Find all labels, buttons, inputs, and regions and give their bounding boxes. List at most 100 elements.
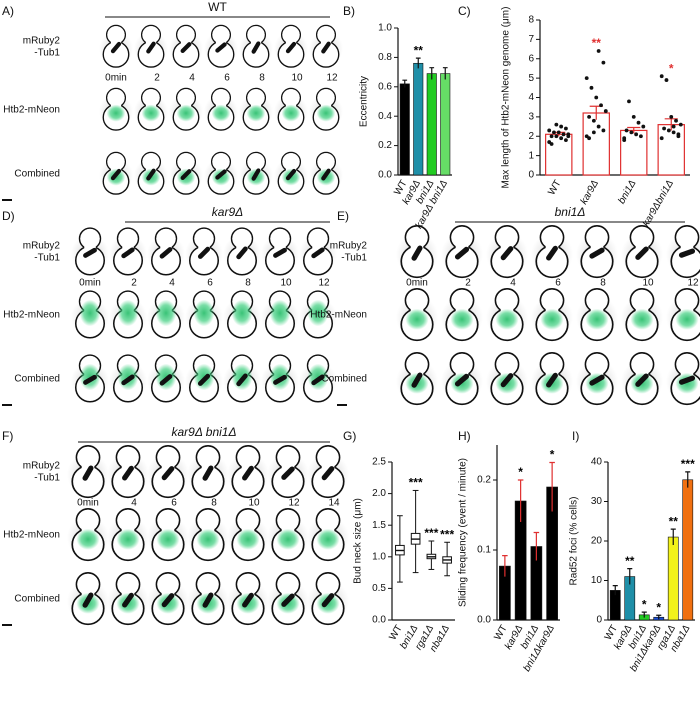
bud-fill — [317, 446, 339, 469]
nucleus — [246, 104, 266, 122]
x-tick-label: kar9Δbni1Δ — [641, 178, 677, 229]
cell — [621, 288, 663, 342]
y-tick-label: 0 — [528, 170, 534, 181]
data-point — [561, 132, 566, 137]
significance: * — [550, 448, 555, 462]
cell — [441, 225, 483, 279]
data-point — [584, 76, 589, 81]
nucleus — [675, 308, 699, 330]
cell — [309, 87, 343, 131]
bud-fill — [107, 153, 125, 171]
cell — [185, 227, 223, 276]
panel-label: E) — [337, 209, 349, 223]
data-point — [564, 138, 568, 143]
data-point — [596, 124, 601, 129]
cell — [99, 151, 133, 195]
row-label: Htb2-mNeon — [3, 105, 60, 116]
data-point — [559, 136, 564, 141]
bud-fill — [586, 289, 608, 312]
y-tick-label: 30 — [591, 496, 603, 507]
cell — [486, 352, 528, 406]
y-tick-label: 0.5 — [372, 583, 386, 594]
cell — [134, 151, 168, 195]
data-point — [629, 130, 634, 135]
row-label: mRuby2 — [330, 241, 368, 252]
spindle — [242, 592, 254, 608]
nucleus — [269, 363, 291, 391]
bud-fill — [308, 228, 328, 249]
cell — [274, 24, 308, 68]
error-bar — [656, 614, 662, 620]
bud-fill — [282, 26, 300, 44]
time-label: 10 — [291, 73, 303, 84]
data-point — [549, 134, 554, 139]
nucleus — [196, 528, 220, 550]
y-tick-label: 6 — [528, 53, 534, 64]
cell — [187, 508, 229, 562]
significance: ** — [625, 554, 635, 568]
error-bar — [641, 611, 647, 618]
time-label: 2 — [154, 73, 160, 84]
spindle — [159, 247, 173, 259]
error-bar — [664, 118, 678, 131]
bud-fill — [586, 353, 608, 376]
bud-fill — [142, 26, 160, 44]
data-point — [627, 99, 631, 104]
y-tick-label: 1 — [528, 150, 534, 161]
data-point — [659, 74, 664, 79]
row-label: Combined — [14, 594, 60, 605]
cell — [441, 288, 483, 342]
spindle — [83, 247, 97, 258]
bud-fill — [197, 446, 219, 469]
cell — [309, 24, 343, 68]
cell — [309, 151, 343, 195]
cell — [261, 227, 299, 276]
data-point — [559, 124, 564, 129]
error-bar — [670, 528, 676, 545]
bud-fill — [451, 353, 473, 376]
y-axis-title: Eccentricity — [359, 76, 370, 127]
bud-fill — [676, 353, 698, 376]
neck-fill — [590, 244, 604, 254]
spindle — [678, 248, 696, 258]
spindle — [197, 373, 211, 386]
nucleus — [156, 528, 180, 550]
error-bar — [517, 479, 524, 522]
y-tick-label: 1.0 — [372, 551, 386, 562]
cell — [307, 445, 349, 499]
spindle — [197, 246, 211, 259]
y-axis-title: Bud neck size (μm) — [353, 498, 364, 584]
bud-fill — [247, 89, 265, 107]
neck-fill — [321, 464, 335, 474]
significance: ** — [414, 43, 424, 57]
nucleus — [675, 372, 699, 394]
cell — [576, 288, 618, 342]
y-tick-label: 0.1 — [477, 545, 491, 556]
row-label: -Tub1 — [34, 473, 60, 484]
time-label: 4 — [131, 498, 137, 509]
cell — [239, 24, 273, 68]
data-point — [634, 132, 639, 137]
cell — [134, 87, 168, 131]
bud-fill — [586, 226, 608, 249]
y-tick-label: 2.0 — [372, 488, 386, 499]
time-label: 4 — [189, 73, 195, 84]
cell — [227, 508, 269, 562]
data-point — [564, 126, 568, 131]
data-point — [624, 128, 629, 133]
significance: *** — [681, 457, 695, 471]
spindle — [635, 246, 649, 260]
data-point — [664, 78, 669, 82]
error-bar — [627, 568, 633, 585]
y-tick-label: 0.4 — [378, 111, 392, 122]
bud-fill — [317, 153, 335, 171]
time-label: 14 — [328, 498, 340, 509]
row-label: Htb2-mNeon — [3, 310, 60, 321]
bud-fill — [77, 446, 99, 469]
cell — [107, 508, 149, 562]
data-point — [566, 134, 571, 139]
bud-fill — [212, 153, 230, 171]
spindle — [321, 168, 331, 181]
neck-fill — [161, 464, 175, 474]
